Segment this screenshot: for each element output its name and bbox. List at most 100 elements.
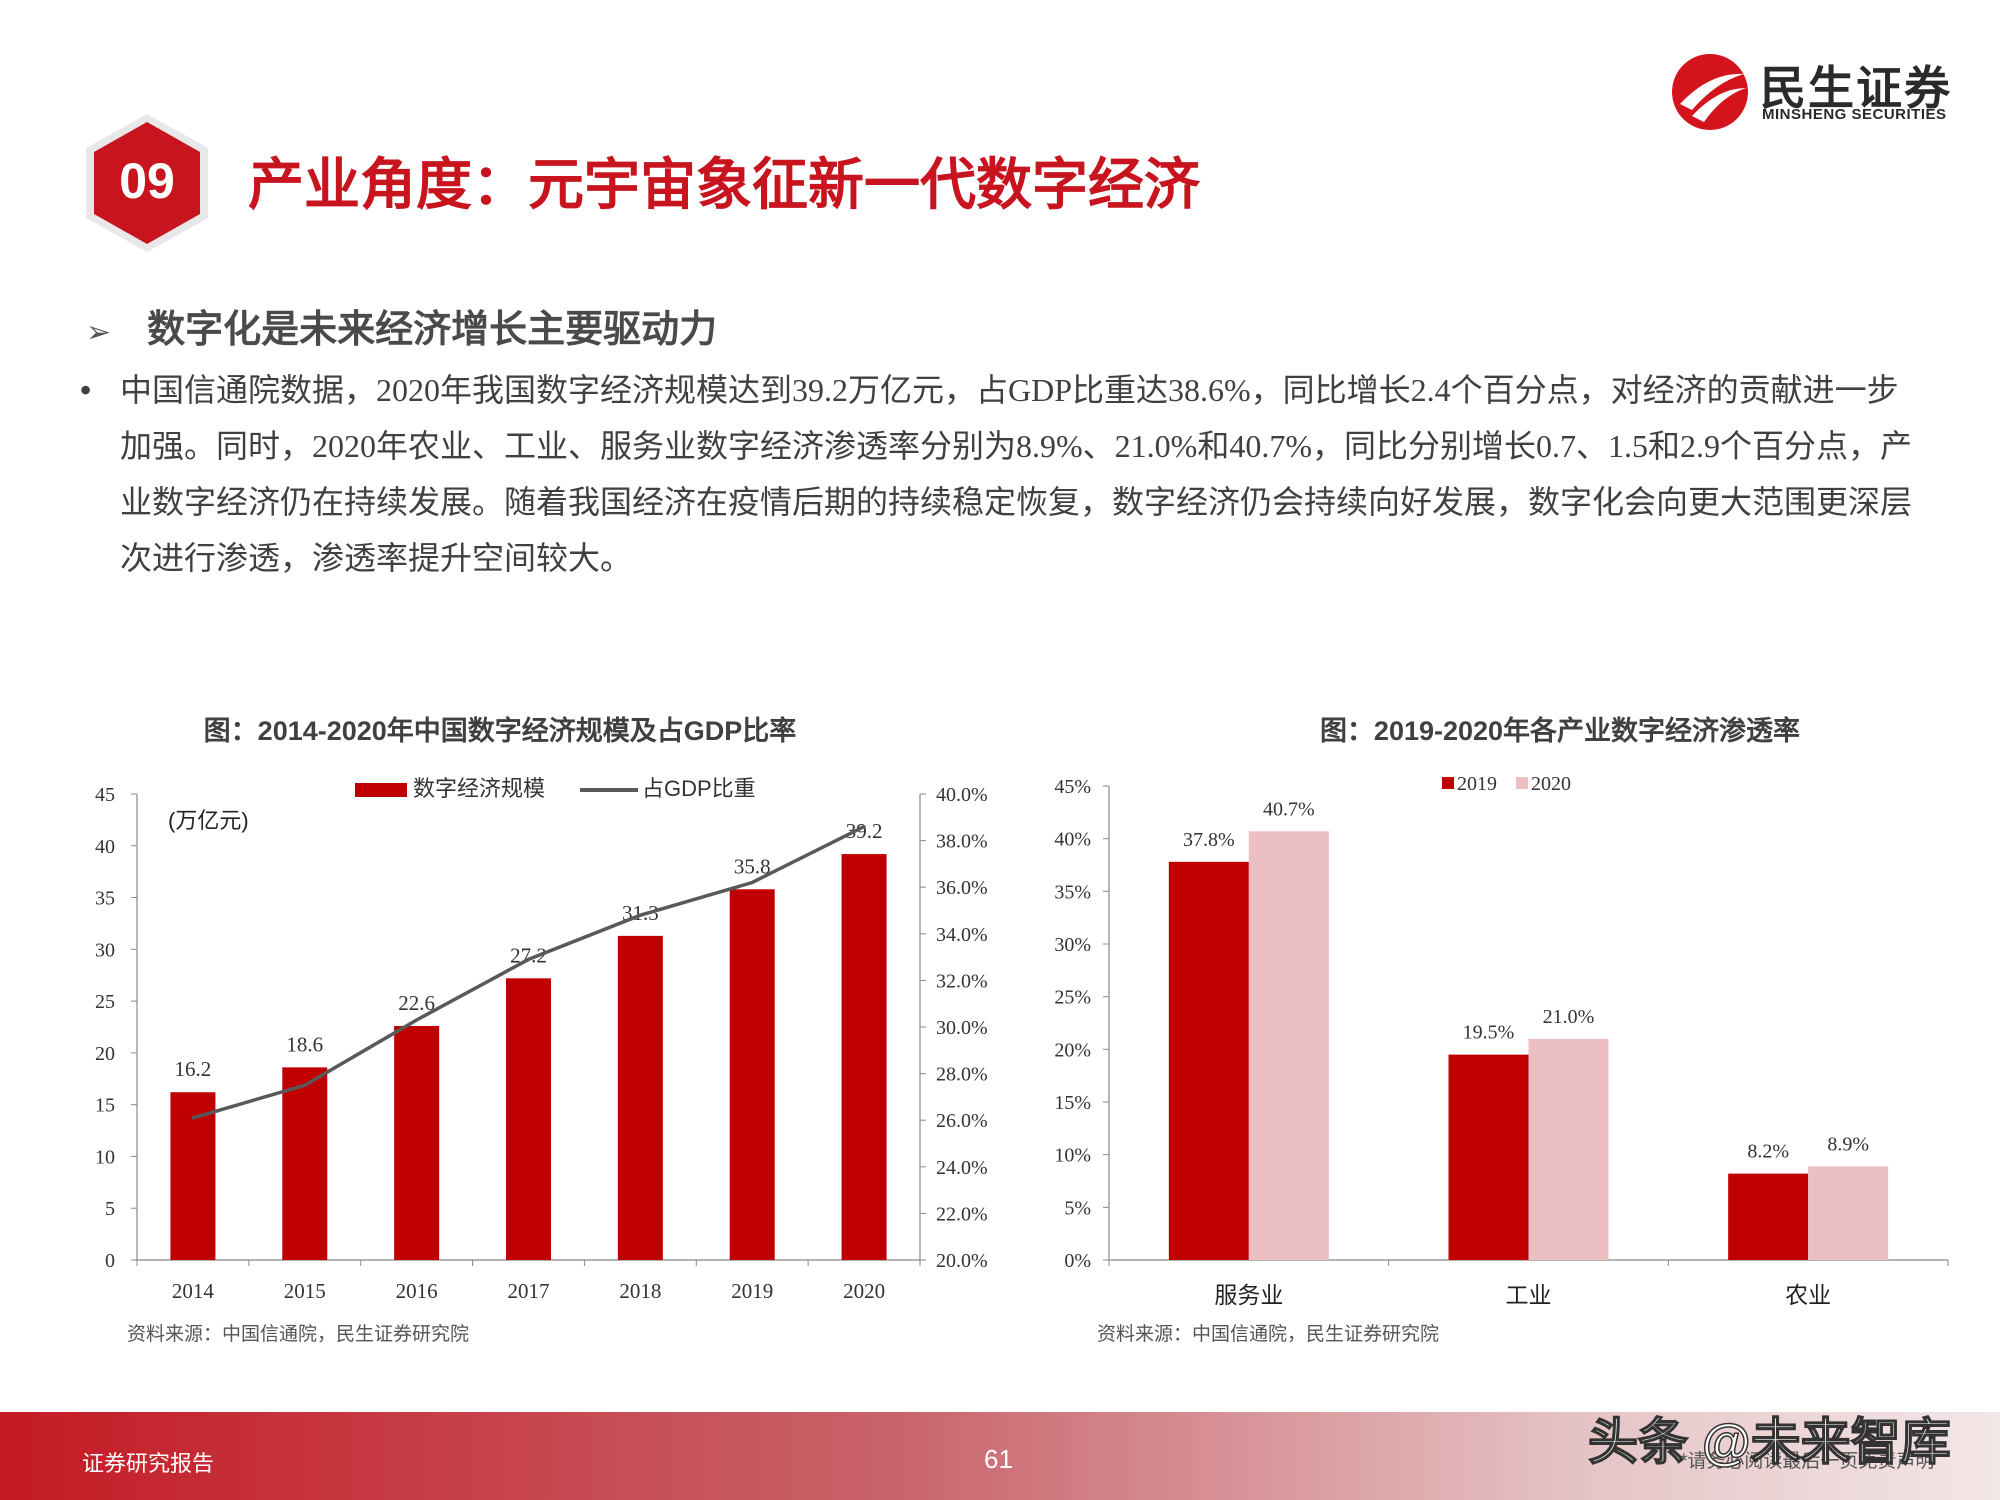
legend-label-bar: 数字经济规模 (413, 776, 545, 801)
bar-2019-工业 (1448, 1054, 1529, 1260)
bar-2019 (729, 889, 775, 1260)
y-tick-label: 20% (1054, 1039, 1091, 1061)
bullet-icon: • (80, 372, 92, 408)
x-tick-label: 2014 (172, 1279, 215, 1303)
right-tick-label: 26.0% (936, 1110, 988, 1132)
logo-text-en: MINSHENG SECURITIES (1762, 106, 1947, 123)
left-tick-label: 45 (95, 784, 115, 806)
line-point (638, 913, 642, 917)
bar-data-label: 18.6 (286, 1032, 323, 1056)
x-tick-label: 2020 (843, 1279, 885, 1303)
right-tick-label: 34.0% (936, 924, 988, 946)
disclaimer-text: *请务必阅读最后一页免责声明 (1680, 1451, 1935, 1472)
x-tick-label: 2019 (731, 1279, 773, 1303)
chart-digital-economy-scale: 图：2014-2020年中国数字经济规模及占GDP比率数字经济规模 占GDP比重 0… (80, 710, 1020, 1365)
chart-industry-penetration: 图：2019-2020年各产业数字经济渗透率 2019 2020 0% 5% 10% 15%… (1020, 710, 1980, 1365)
watermark-text: 头条 @未来智库 (1587, 1413, 1951, 1471)
bar-2020-农业 (1808, 1166, 1889, 1260)
unit-label: (万亿元) (168, 808, 249, 833)
x-tick-label: 2017 (508, 1279, 550, 1303)
x-tick-label: 工业 (1506, 1282, 1552, 1308)
logo-mark-icon (1672, 54, 1748, 130)
bar-data-label: 8.9% (1827, 1133, 1869, 1155)
y-tick-label: 35% (1054, 881, 1091, 903)
bar-2014 (170, 1092, 216, 1260)
left-tick-label: 30 (95, 939, 115, 961)
bar-2020-服务业 (1248, 831, 1329, 1260)
line-point (862, 825, 866, 829)
right-tick-label: 20.0% (936, 1250, 988, 1272)
right-tick-label: 32.0% (936, 970, 988, 992)
bar-data-label: 21.0% (1543, 1006, 1595, 1028)
right-tick-label: 22.0% (936, 1203, 988, 1225)
chart2-source: 资料来源：中国信通院，民生证券研究院 (1097, 1323, 1439, 1345)
bar-data-label: 39.2 (846, 819, 883, 843)
bar-2019-服务业 (1168, 861, 1249, 1260)
y-tick-label: 30% (1054, 934, 1091, 956)
section-number: 09 (119, 153, 175, 209)
right-tick-label: 40.0% (936, 784, 988, 806)
bar-data-label: 40.7% (1263, 798, 1315, 820)
bar-2018 (617, 935, 663, 1260)
legend-label-line: 占GDP比重 (642, 776, 756, 801)
paragraph-text: 中国信通院数据，2020年我国数字经济规模达到39.2万亿元，占GDP比重达38… (120, 372, 1913, 576)
right-tick-label: 30.0% (936, 1017, 988, 1039)
chart2-svg: 图：2019-2020年各产业数字经济渗透率 2019 2020 0% 5% 10% 15%… (1054, 715, 1949, 1345)
right-tick-label: 38.0% (936, 831, 988, 853)
left-tick-label: 15 (95, 1095, 115, 1117)
bar-2020 (841, 854, 887, 1260)
y-tick-label: 45% (1054, 776, 1091, 798)
page-title: 产业角度：元宇宙象征新一代数字经济 (248, 153, 1200, 216)
bar-data-label: 16.2 (175, 1057, 212, 1081)
subheading-text: 数字化是未来经济增长主要驱动力 (147, 309, 718, 351)
legend-label-2020: 2020 (1531, 773, 1571, 795)
bar-2020-工业 (1528, 1038, 1609, 1260)
y-tick-label: 25% (1054, 987, 1091, 1009)
bar-data-label: 35.8 (734, 854, 771, 878)
legend-label-2019: 2019 (1457, 773, 1497, 795)
x-tick-label: 2016 (396, 1279, 438, 1303)
bar-2015 (282, 1067, 328, 1260)
company-logo (1670, 52, 1970, 132)
right-tick-label: 28.0% (936, 1064, 988, 1086)
y-tick-label: 0% (1064, 1250, 1091, 1272)
right-tick-label: 24.0% (936, 1157, 988, 1179)
chart1-title: 图：2014-2020年中国数字经济规模及占GDP比率 (204, 715, 797, 746)
y-tick-label: 5% (1064, 1197, 1091, 1219)
line-point (527, 957, 530, 961)
logo-text-cn: 民生证券 (1760, 62, 1952, 114)
left-tick-label: 20 (95, 1043, 115, 1065)
left-tick-label: 5 (105, 1198, 115, 1220)
arrow-bullet-icon: ➢ (86, 316, 112, 349)
x-tick-label: 2015 (284, 1279, 326, 1303)
subheading: ➢ 数字化是未来经济增长主要驱动力 (86, 298, 717, 353)
page-number: 61 (984, 1444, 1013, 1474)
line-point (303, 1083, 307, 1087)
x-tick-label: 服务业 (1214, 1282, 1283, 1308)
left-tick-label: 35 (95, 888, 115, 910)
section-number-badge: 09 (72, 108, 222, 258)
footer-bar (0, 1412, 2000, 1500)
bar-data-label: 8.2% (1747, 1141, 1789, 1163)
line-point (191, 1116, 195, 1120)
left-tick-label: 40 (95, 836, 115, 858)
y-tick-label: 10% (1054, 1145, 1091, 1167)
bar-data-label: 37.8% (1183, 829, 1235, 851)
chart2-title: 图：2019-2020年各产业数字经济渗透率 (1320, 715, 1800, 746)
bar-data-label: 19.5% (1463, 1022, 1515, 1044)
chart1-source: 资料来源：中国信通院，民生证券研究院 (127, 1323, 469, 1345)
left-tick-label: 25 (95, 991, 115, 1013)
line-point (750, 881, 754, 885)
bar-data-label: 22.6 (398, 991, 435, 1015)
left-tick-label: 0 (105, 1250, 115, 1272)
footer-report-label: 证券研究报告 (82, 1451, 215, 1476)
x-tick-label: 2018 (619, 1279, 661, 1303)
x-tick-label: 农业 (1785, 1282, 1831, 1308)
y-tick-label: 40% (1054, 829, 1091, 851)
bar-2016 (394, 1025, 440, 1260)
right-tick-label: 36.0% (936, 877, 988, 899)
legend-swatch-2019 (1442, 777, 1454, 789)
y-tick-label: 15% (1054, 1092, 1091, 1114)
legend-swatch-2020 (1516, 777, 1528, 789)
